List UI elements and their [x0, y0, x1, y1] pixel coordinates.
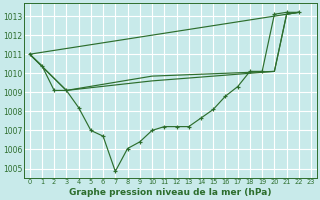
X-axis label: Graphe pression niveau de la mer (hPa): Graphe pression niveau de la mer (hPa) [69, 188, 272, 197]
